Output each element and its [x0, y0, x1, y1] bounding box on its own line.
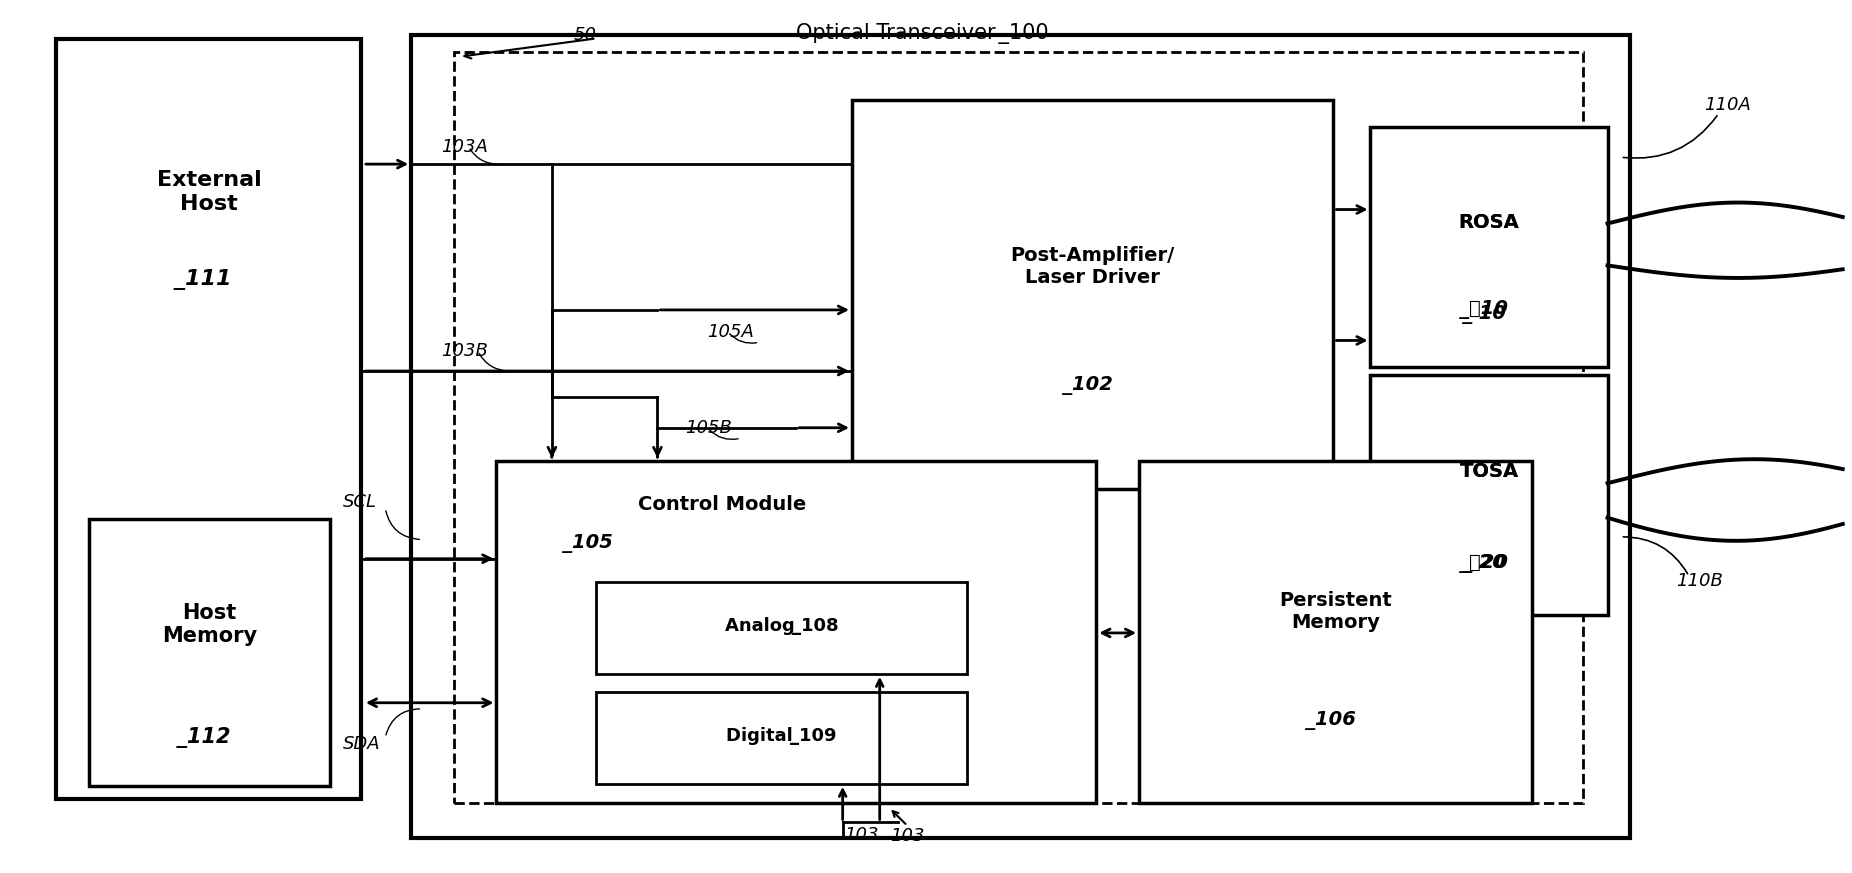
Bar: [1139, 461, 1532, 803]
Text: 110B: 110B: [1676, 572, 1722, 589]
Text: ̲112: ̲112: [187, 727, 232, 748]
Text: ̲106: ̲106: [1315, 711, 1356, 730]
Text: Analog ̲108: Analog ̲108: [724, 617, 839, 635]
Text: Post-Amplifier/
Laser Driver: Post-Amplifier/ Laser Driver: [1011, 246, 1174, 286]
Text: ̲105: ̲105: [572, 533, 613, 553]
Bar: [852, 100, 1333, 489]
Text: Control Module: Control Module: [639, 495, 806, 514]
Bar: [411, 35, 1630, 838]
Text: Persistent
Memory: Persistent Memory: [1280, 591, 1391, 631]
Text: ̲111: ̲111: [185, 269, 233, 290]
Text: TOSA: TOSA: [1459, 462, 1519, 481]
Text: 103: 103: [845, 827, 878, 844]
Bar: [1370, 375, 1608, 615]
Text: SDA: SDA: [343, 735, 380, 753]
Bar: [56, 39, 361, 799]
Text: 103B: 103B: [441, 342, 487, 360]
Bar: [596, 692, 967, 784]
Text: 103: 103: [891, 828, 924, 845]
Text: TOSA: TOSA: [1459, 462, 1519, 481]
Text: ̲102: ̲102: [1072, 376, 1113, 395]
Text: ̲ 20: ̲ 20: [1472, 553, 1506, 573]
Bar: [496, 461, 1096, 803]
Bar: [89, 519, 330, 786]
Text: ROSA: ROSA: [1459, 213, 1519, 232]
Text: External
Host: External Host: [157, 170, 261, 214]
Bar: [596, 582, 967, 674]
Text: 110A: 110A: [1704, 96, 1750, 113]
Text: Digital ̲109: Digital ̲109: [726, 727, 837, 745]
Text: Optical Transceiver  ̲100: Optical Transceiver ̲100: [796, 23, 1048, 44]
Text: 105A: 105A: [707, 323, 754, 340]
Text: Host
Memory: Host Memory: [161, 602, 257, 646]
Bar: [1370, 127, 1608, 367]
Text: ̲20: ̲20: [1469, 553, 1509, 573]
Text: 105B: 105B: [685, 419, 732, 436]
Text: ROSA: ROSA: [1459, 213, 1519, 232]
Text: 103A: 103A: [441, 138, 487, 155]
Text: ̲ 10: ̲ 10: [1472, 305, 1506, 324]
Text: 50: 50: [574, 26, 596, 44]
Bar: [454, 52, 1583, 803]
Text: ̲10: ̲10: [1469, 300, 1509, 320]
Text: SCL: SCL: [343, 493, 376, 511]
